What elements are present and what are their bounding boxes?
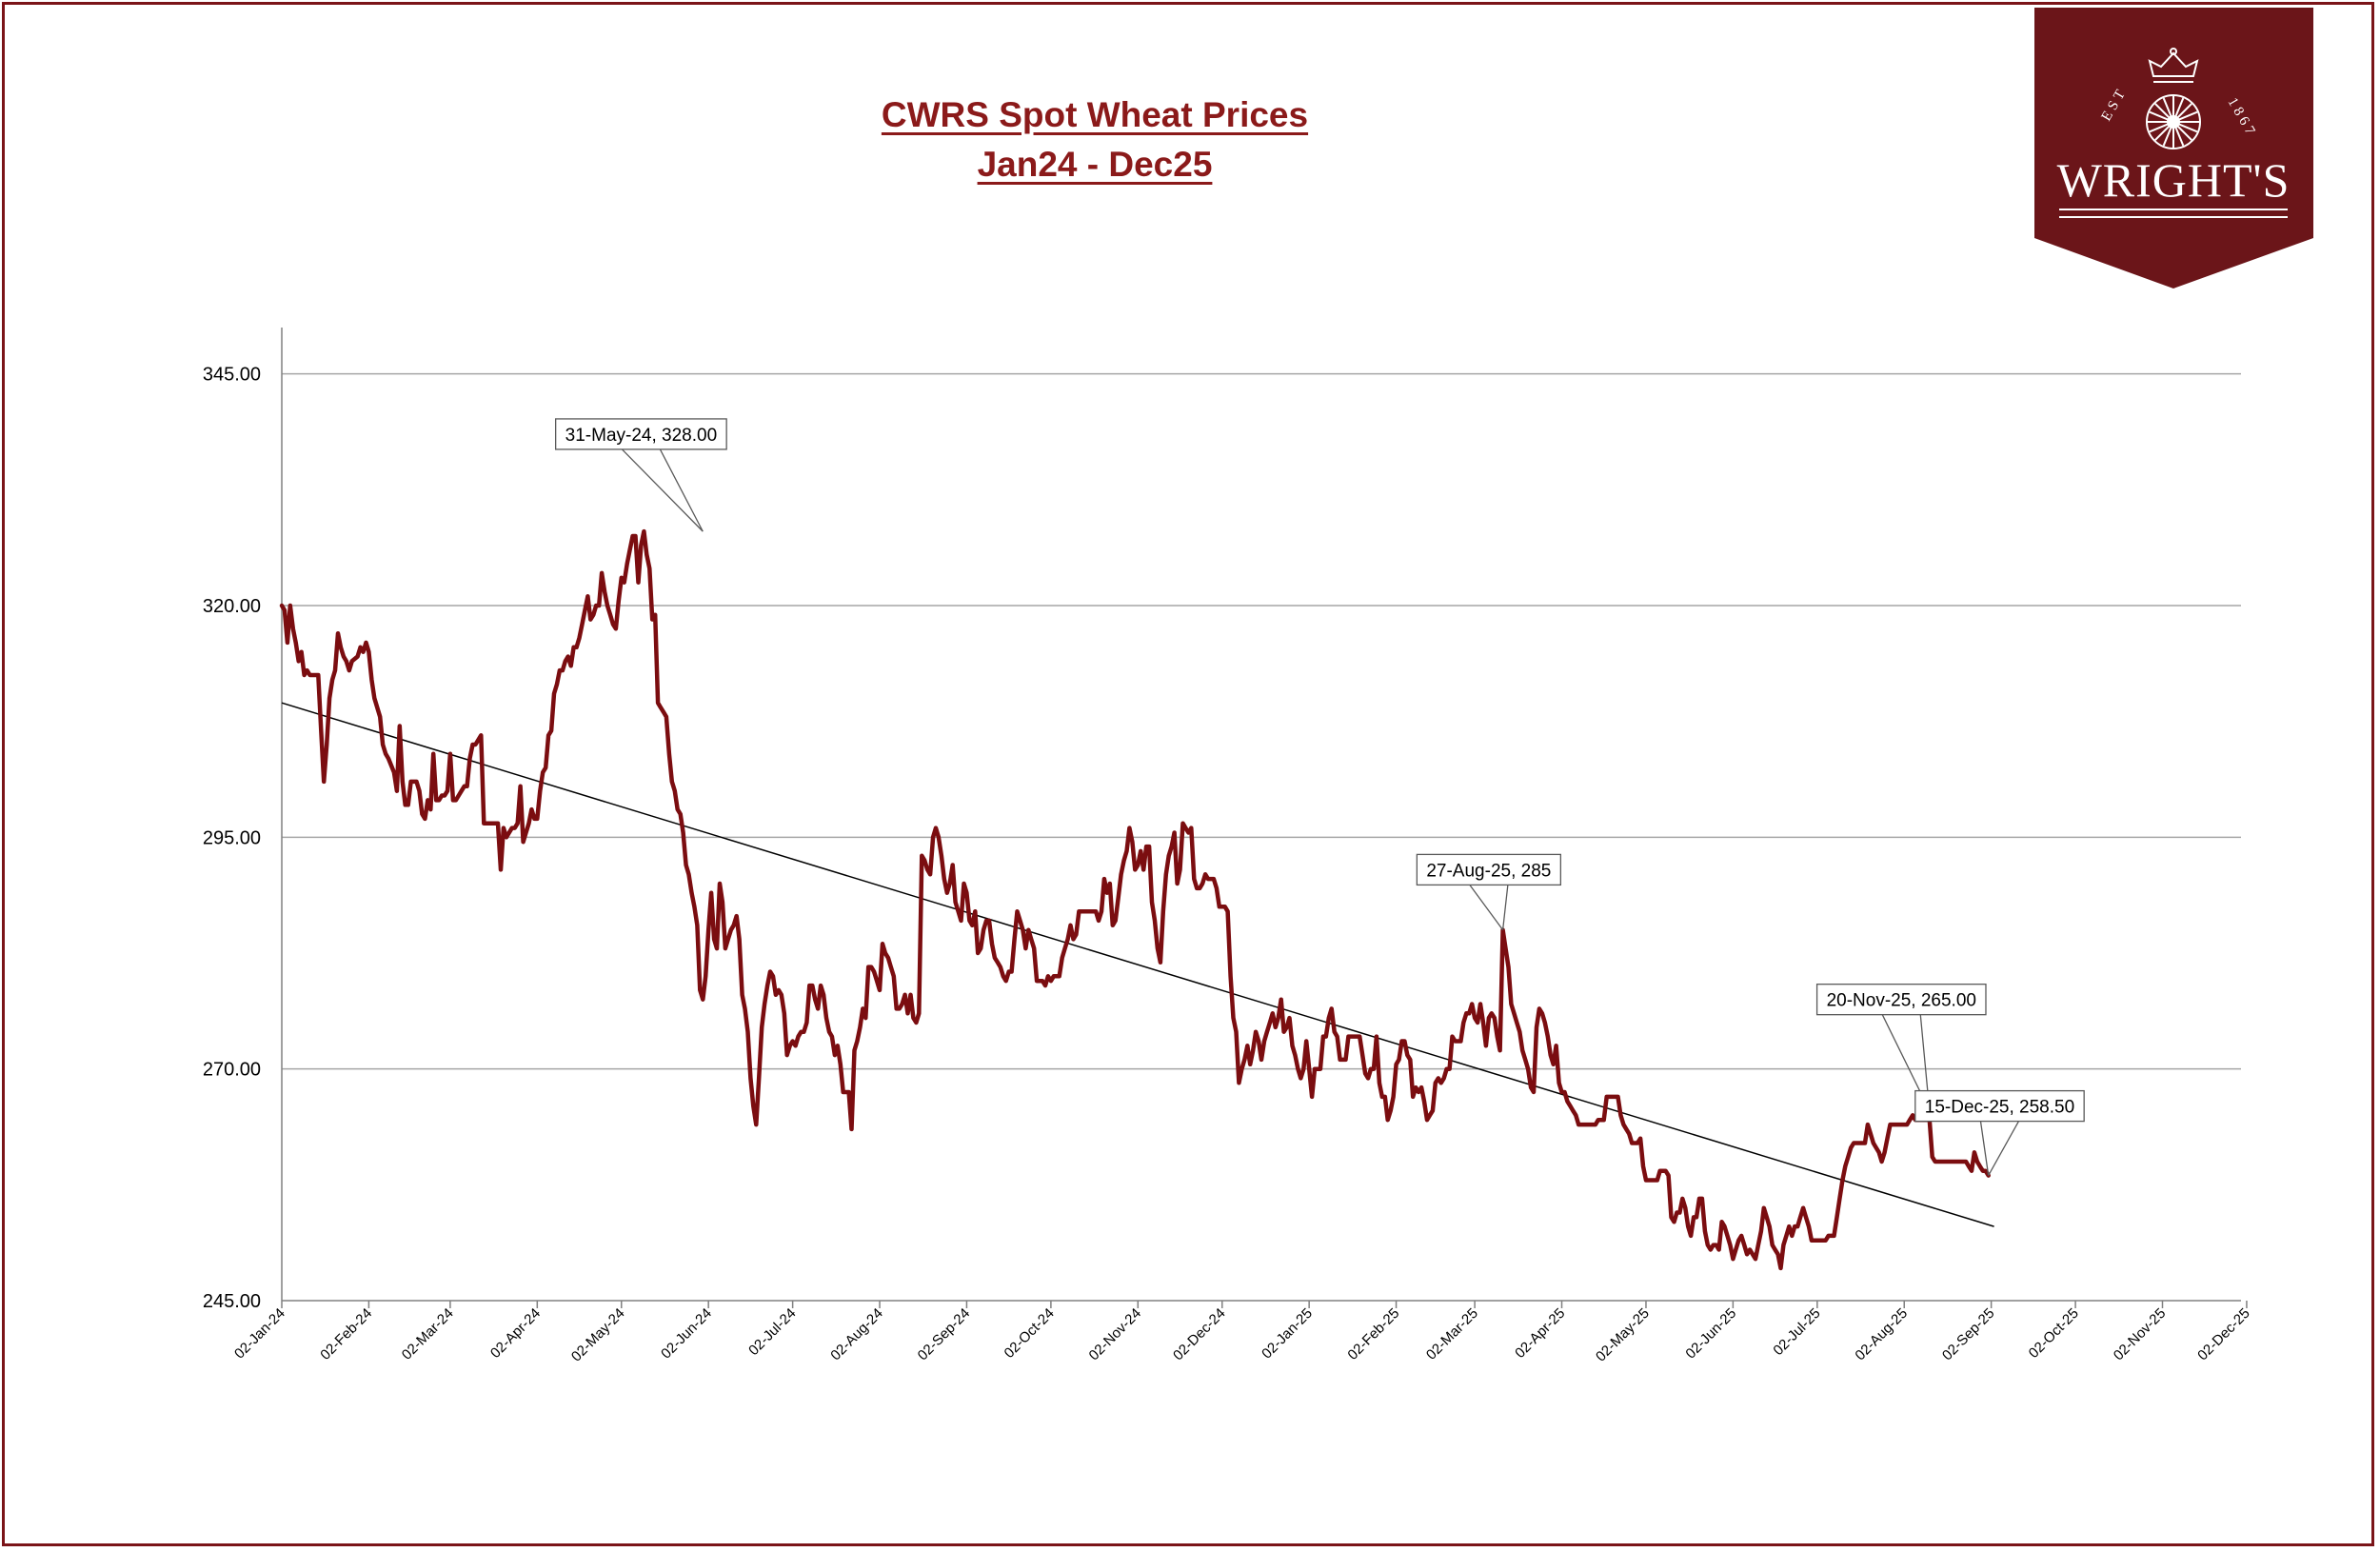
wheel-spoke [2174, 97, 2185, 117]
x-tick-label: 02-May-24 [568, 1305, 628, 1365]
x-tick-label: 02-Dec-25 [2194, 1305, 2253, 1364]
x-tick-label: 02-Sep-24 [915, 1305, 974, 1364]
wheel-icon [2146, 94, 2201, 149]
chart-subtitle: Jan24 - Dec25 [977, 145, 1213, 184]
y-axis-ticks: 245.00 270.00 295.00 320.00 345.00 [203, 365, 261, 1312]
y-tick-label: 245.00 [203, 1291, 261, 1312]
callout-box [555, 418, 727, 450]
x-tick-label: 02-Jul-25 [1770, 1305, 1823, 1359]
x-tick-label: 02-Jun-24 [658, 1305, 715, 1363]
wheel-spoke [2149, 110, 2169, 121]
trendline-group [281, 702, 1994, 1227]
y-tick-label: 295.00 [203, 827, 261, 848]
logo-wordmark: WRIGHT'S [2057, 153, 2291, 207]
wheel-spoke [2178, 123, 2198, 133]
wheel-spoke [2176, 103, 2192, 119]
trendline [281, 702, 1994, 1227]
series-group [279, 528, 1991, 1271]
wheel-spoke [2154, 103, 2171, 119]
series-line [279, 528, 1991, 1271]
callout: 27-Aug-25, 285 [1416, 853, 1562, 931]
wheel-spoke [2162, 97, 2172, 117]
x-tick-label: 02-Apr-24 [487, 1305, 544, 1362]
x-tick-label: 02-Nov-25 [2111, 1305, 2170, 1364]
chart-title-block: CWRS Spot Wheat Prices Jan24 - Dec25 [0, 90, 2190, 189]
chart-title: CWRS Spot Wheat Prices [881, 95, 1309, 134]
x-tick-label: 02-Oct-25 [2026, 1305, 2082, 1362]
wheel-spoke [2178, 110, 2198, 121]
wheel-spoke [2154, 125, 2171, 141]
x-tick-label: 02-May-25 [1593, 1305, 1653, 1365]
x-tick-label: 02-Feb-24 [317, 1305, 375, 1363]
callout-box [1815, 984, 1987, 1016]
callout: 20-Nov-25, 265.00 [1815, 984, 1987, 1111]
callout-leader [1979, 1121, 1990, 1176]
x-tick-label: 02-Sep-25 [1939, 1305, 1998, 1364]
callout-leader [1988, 1121, 2020, 1176]
callout-label: 15-Dec-25, 258.50 [1925, 1098, 2074, 1118]
brand-logo: EST 1867 WRIGHT'S [2034, 8, 2313, 289]
callout-leader [1469, 885, 1504, 931]
wheel-spoke [2149, 123, 2169, 133]
wheel-spoke [2176, 125, 2192, 141]
y-tick-label: 270.00 [203, 1060, 261, 1081]
callout-leader [621, 448, 704, 532]
callout: 15-Dec-25, 258.50 [1914, 1089, 2085, 1176]
callout-label: 20-Nov-25, 265.00 [1827, 991, 1976, 1011]
callout-leader [1501, 885, 1509, 930]
annotations: 31-May-24, 328.00 27-Aug-25, 285 20-Nov-25… [555, 418, 2085, 1176]
x-tick-label: 02-Apr-25 [1512, 1305, 1568, 1362]
callout-label: 27-Aug-25, 285 [1426, 861, 1551, 881]
y-tick-label: 320.00 [203, 596, 261, 617]
x-tick-label: 02-Nov-24 [1086, 1305, 1145, 1364]
axes [281, 328, 2241, 1302]
callout-leader [659, 448, 704, 532]
x-tick-label: 02-Jan-24 [231, 1305, 288, 1363]
x-tick-label: 02-Jan-25 [1259, 1305, 1316, 1363]
crown-icon [2148, 48, 2199, 83]
x-tick-label: 02-Aug-24 [827, 1305, 886, 1364]
callout: 31-May-24, 328.00 [555, 418, 727, 532]
x-tick-label: 02-Mar-25 [1423, 1305, 1481, 1363]
y-tick-label: 345.00 [203, 365, 261, 386]
x-tick-label: 02-Jun-25 [1682, 1305, 1739, 1363]
x-tick-label: 02-Mar-24 [399, 1305, 457, 1363]
x-axis-ticks: 02-Jan-24 02-Feb-24 02-Mar-24 02-Apr-24 02-M… [231, 1301, 2253, 1365]
callout-label: 31-May-24, 328.00 [565, 426, 718, 446]
x-tick-label: 02-Feb-25 [1344, 1305, 1402, 1363]
x-tick-label: 02-Aug-25 [1852, 1305, 1911, 1364]
x-tick-label: 02-Oct-24 [1002, 1305, 1058, 1362]
wheel-spoke [2162, 127, 2172, 147]
wheel-spoke [2174, 127, 2185, 147]
x-tick-label: 02-Dec-24 [1170, 1305, 1229, 1364]
gridlines [282, 372, 2241, 1070]
callout-box [1416, 853, 1562, 886]
x-tick-label: 02-Jul-24 [745, 1305, 799, 1359]
callout-box [1914, 1089, 2085, 1123]
